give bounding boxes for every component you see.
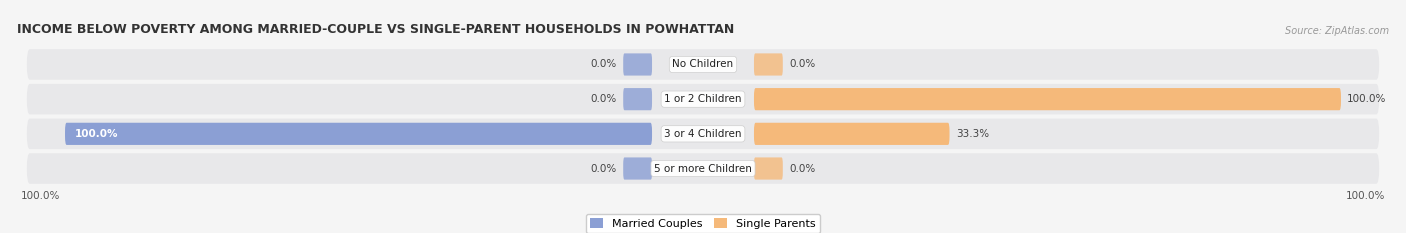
Text: 100.0%: 100.0% — [1346, 191, 1385, 201]
Text: Source: ZipAtlas.com: Source: ZipAtlas.com — [1285, 26, 1389, 36]
Text: 3 or 4 Children: 3 or 4 Children — [664, 129, 742, 139]
Text: No Children: No Children — [672, 59, 734, 69]
Text: 0.0%: 0.0% — [591, 164, 617, 174]
FancyBboxPatch shape — [754, 88, 1341, 110]
Text: 33.3%: 33.3% — [956, 129, 988, 139]
FancyBboxPatch shape — [754, 53, 783, 75]
Text: 100.0%: 100.0% — [21, 191, 60, 201]
FancyBboxPatch shape — [623, 88, 652, 110]
FancyBboxPatch shape — [27, 84, 1379, 114]
FancyBboxPatch shape — [27, 119, 1379, 149]
Legend: Married Couples, Single Parents: Married Couples, Single Parents — [586, 214, 820, 233]
Text: 0.0%: 0.0% — [591, 94, 617, 104]
Text: INCOME BELOW POVERTY AMONG MARRIED-COUPLE VS SINGLE-PARENT HOUSEHOLDS IN POWHATT: INCOME BELOW POVERTY AMONG MARRIED-COUPL… — [17, 23, 734, 36]
Text: 5 or more Children: 5 or more Children — [654, 164, 752, 174]
Text: 0.0%: 0.0% — [591, 59, 617, 69]
Text: 0.0%: 0.0% — [789, 59, 815, 69]
FancyBboxPatch shape — [27, 153, 1379, 184]
Text: 100.0%: 100.0% — [1347, 94, 1386, 104]
Text: 0.0%: 0.0% — [789, 164, 815, 174]
FancyBboxPatch shape — [27, 49, 1379, 80]
FancyBboxPatch shape — [65, 123, 652, 145]
FancyBboxPatch shape — [754, 123, 949, 145]
FancyBboxPatch shape — [623, 158, 652, 180]
FancyBboxPatch shape — [623, 53, 652, 75]
Text: 100.0%: 100.0% — [75, 129, 118, 139]
FancyBboxPatch shape — [754, 158, 783, 180]
Text: 1 or 2 Children: 1 or 2 Children — [664, 94, 742, 104]
